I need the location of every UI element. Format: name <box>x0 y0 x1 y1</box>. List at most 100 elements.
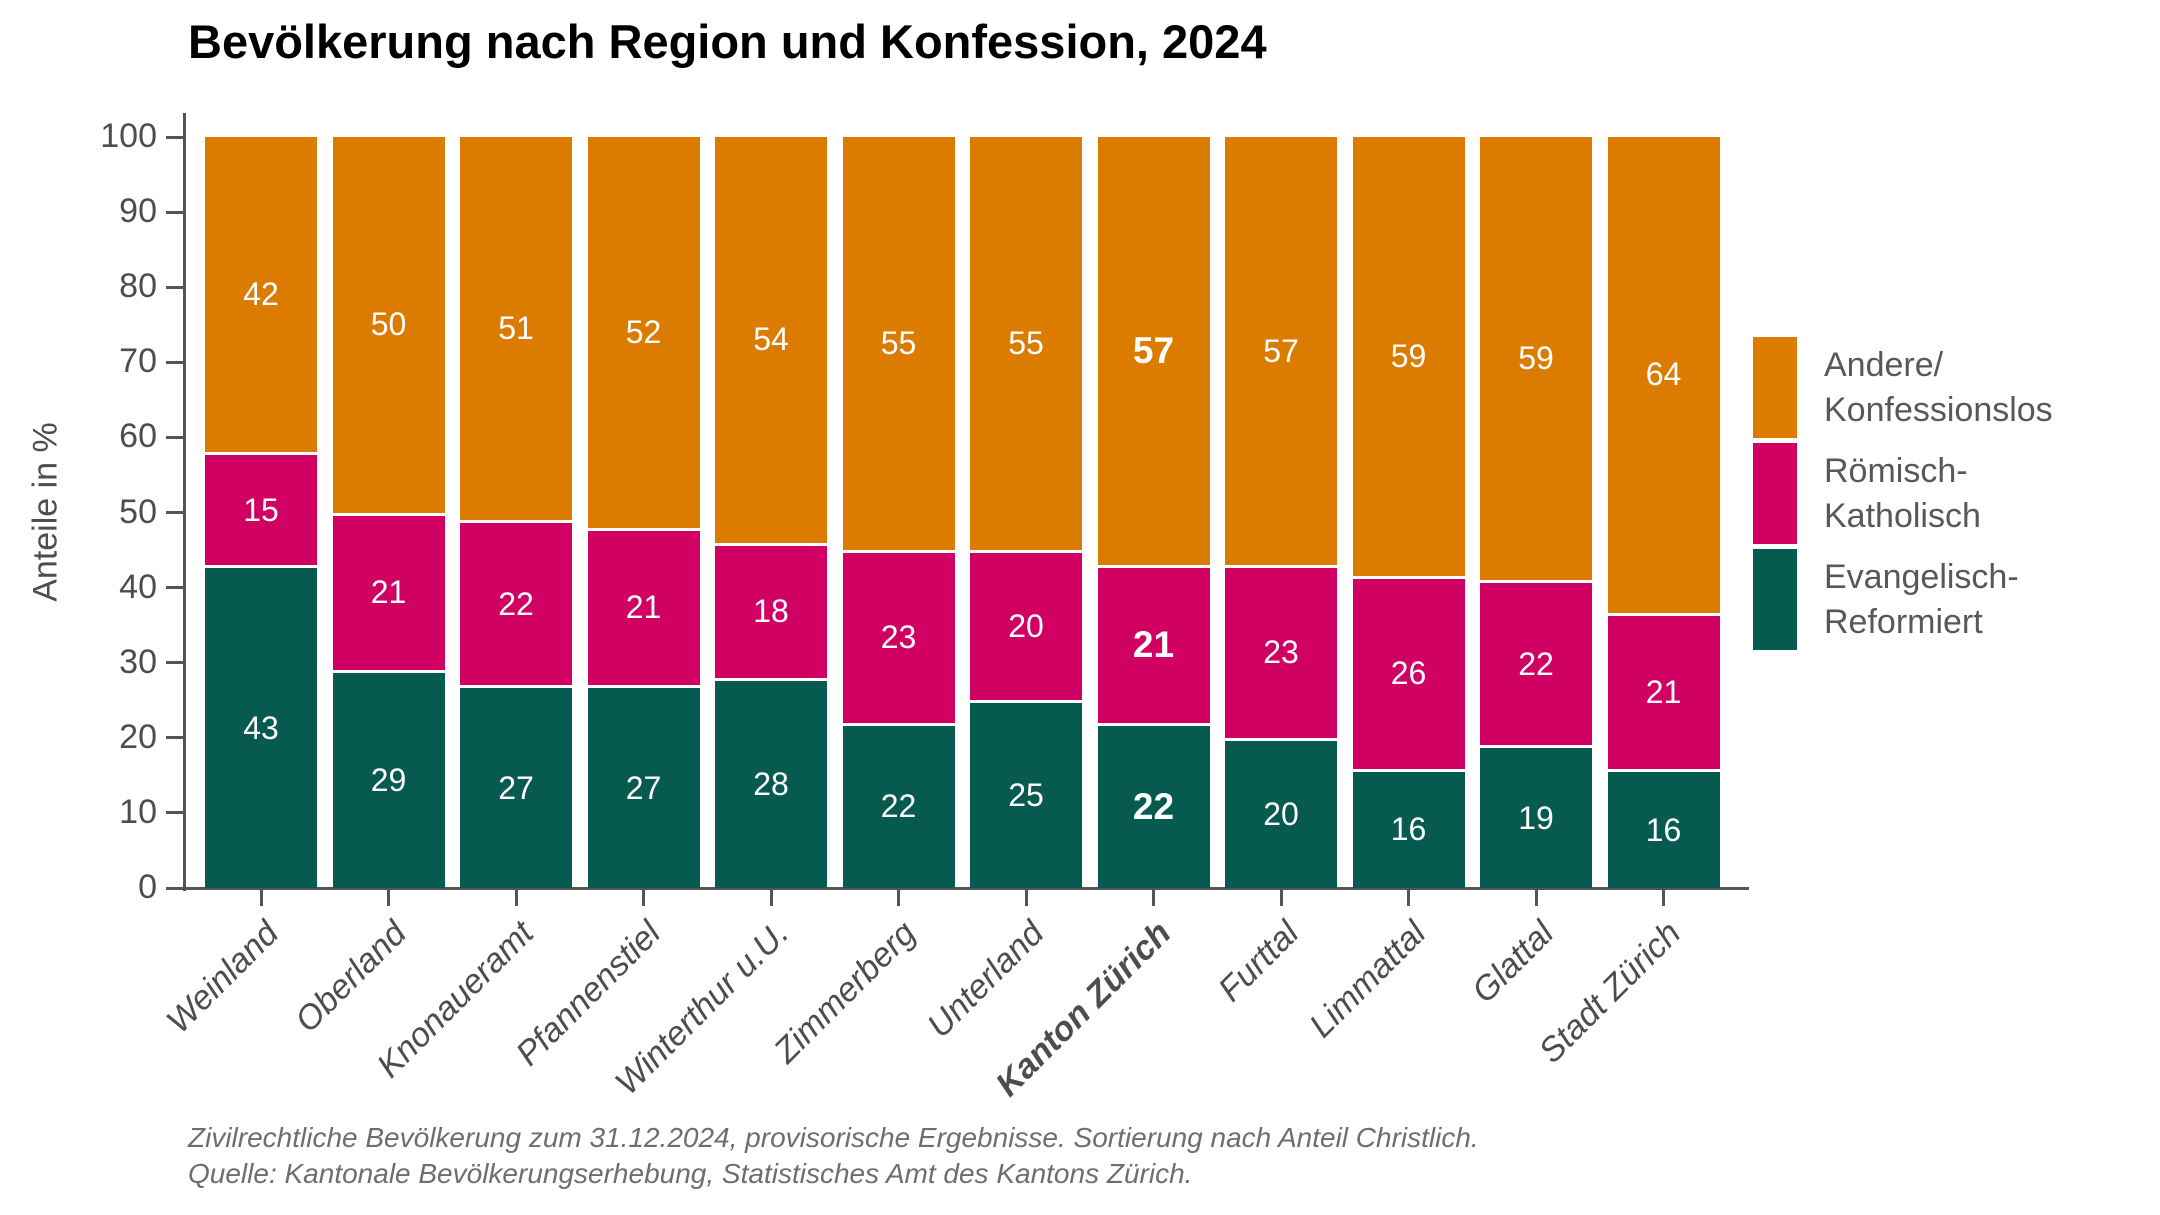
bar-Knonaueramt: 51 22 27 <box>460 137 572 888</box>
bar-value-label: 43 <box>243 709 279 746</box>
bar-Pfannenstiel: 52 21 27 <box>587 137 700 888</box>
y-tick-label: 80 <box>119 267 157 306</box>
y-tick <box>166 360 185 364</box>
bar-value-label: 21 <box>1645 673 1682 710</box>
bar-segment: 22 <box>460 520 572 686</box>
y-tick <box>166 435 185 439</box>
y-tick <box>166 811 185 815</box>
y-tick <box>166 736 185 740</box>
bar-value-label: 55 <box>1008 325 1044 362</box>
bar-value-label: 23 <box>1263 634 1299 671</box>
x-axis-line <box>183 887 1749 890</box>
y-tick <box>166 511 185 514</box>
bar-Oberland: 50 21 29 <box>332 137 445 888</box>
x-tick <box>1662 890 1665 906</box>
bar-value-label: 16 <box>1390 811 1427 848</box>
bar-value-label: 27 <box>625 769 662 806</box>
legend-label: Andere/Konfessionslos <box>1824 345 2053 429</box>
y-tick <box>166 886 185 890</box>
bar-segment: 19 <box>1480 745 1592 888</box>
y-tick-label: 30 <box>119 642 157 681</box>
y-tick-label: 10 <box>119 792 157 831</box>
bar-value-label: 21 <box>1132 624 1175 666</box>
x-tick <box>897 890 900 906</box>
y-tick-label: 90 <box>119 192 157 231</box>
bar-Furttal: 57 23 20 <box>1225 137 1337 888</box>
x-category-label: Furttal <box>1210 914 1306 1010</box>
bar-segment: 16 <box>1352 769 1465 888</box>
x-tick <box>1279 890 1283 906</box>
bar-segment: 59 <box>1352 137 1465 576</box>
bar-segment: 23 <box>1225 565 1337 738</box>
bar-Limmattal: 59 26 16 <box>1352 137 1465 888</box>
bar-value-label: 26 <box>1390 655 1427 692</box>
bar-segment: 52 <box>587 137 700 528</box>
bar-value-label: 16 <box>1645 811 1682 848</box>
bar-segment: 54 <box>715 137 827 543</box>
bar-segment: 29 <box>332 670 445 888</box>
bar-segment: 25 <box>970 700 1082 888</box>
y-tick-label: 100 <box>100 117 157 155</box>
bar-Unterland: 55 20 25 <box>970 137 1082 888</box>
x-tick <box>1024 890 1028 906</box>
bar-value-label: 18 <box>753 593 789 630</box>
bar-value-label: 59 <box>1390 337 1427 374</box>
bar-segment: 59 <box>1480 137 1592 581</box>
bar-value-label: 20 <box>1008 608 1044 645</box>
bar-segment: 64 <box>1607 137 1720 613</box>
y-tick-label: 40 <box>119 567 157 606</box>
x-tick <box>1152 890 1155 906</box>
legend-swatch <box>1753 443 1797 544</box>
bar-value-label: 55 <box>880 325 917 362</box>
y-tick <box>166 210 185 214</box>
bar-value-label: 57 <box>1263 332 1299 369</box>
bar-segment: 57 <box>1097 137 1210 566</box>
bar-Zimmerberg: 55 23 22 <box>842 137 955 888</box>
bar-segment: 51 <box>460 137 572 520</box>
bar-segment: 21 <box>1607 612 1720 770</box>
y-tick <box>166 135 185 139</box>
y-tick <box>166 661 185 665</box>
bar-segment: 22 <box>1097 722 1210 888</box>
legend-label: Römisch- Katholisch <box>1824 451 1981 535</box>
y-tick <box>166 285 185 289</box>
bar-segment: 57 <box>1225 137 1337 566</box>
bar-value-label: 22 <box>498 585 534 622</box>
x-category-label: Glattal <box>1464 914 1561 1011</box>
bar-Kanton Zürich: 57 21 22 <box>1097 137 1210 888</box>
bar-value-label: 23 <box>880 619 917 656</box>
legend-swatch <box>1753 337 1797 438</box>
bar-Weinland: 42 15 43 <box>205 137 317 888</box>
bar-value-label: 19 <box>1518 799 1554 836</box>
bar-segment: 55 <box>842 137 955 551</box>
bar-segment: 28 <box>715 677 827 888</box>
x-category-label: Unterland <box>919 914 1051 1046</box>
x-category-label: Oberland <box>287 914 414 1040</box>
legend-label: Evangelisch- Reformiert <box>1824 557 2019 641</box>
footnote-line-1: Zivilrechtliche Bevölkerung zum 31.12.20… <box>188 1122 1479 1153</box>
x-tick <box>1534 890 1538 906</box>
legend-item: Evangelisch- Reformiert <box>1753 549 2019 650</box>
bar-segment: 16 <box>1607 769 1720 888</box>
footnote-line-2: Quelle: Kantonale Bevölkerungserhebung, … <box>188 1158 1193 1189</box>
bar-segment: 27 <box>460 685 572 888</box>
bar-segment: 20 <box>970 550 1082 701</box>
bar-Stadt Zürich: 64 21 16 <box>1607 137 1720 888</box>
bar-value-label: 54 <box>753 321 789 358</box>
x-category-label: Weinland <box>159 914 286 1041</box>
bar-Winterthur u.U.: 54 18 28 <box>715 137 827 888</box>
bar-segment: 21 <box>587 527 700 686</box>
bar-value-label: 25 <box>1008 777 1044 814</box>
bar-value-label: 59 <box>1518 340 1554 377</box>
x-tick <box>387 890 390 906</box>
bar-segment: 22 <box>842 722 955 888</box>
bar-value-label: 27 <box>498 769 534 806</box>
bar-segment: 42 <box>205 137 317 453</box>
bar-segment: 26 <box>1352 575 1465 769</box>
bar-value-label: 51 <box>498 310 534 346</box>
bar-segment: 22 <box>1480 580 1592 746</box>
x-tick <box>769 890 773 906</box>
bar-value-label: 29 <box>370 762 407 799</box>
bar-segment: 20 <box>1225 737 1337 888</box>
